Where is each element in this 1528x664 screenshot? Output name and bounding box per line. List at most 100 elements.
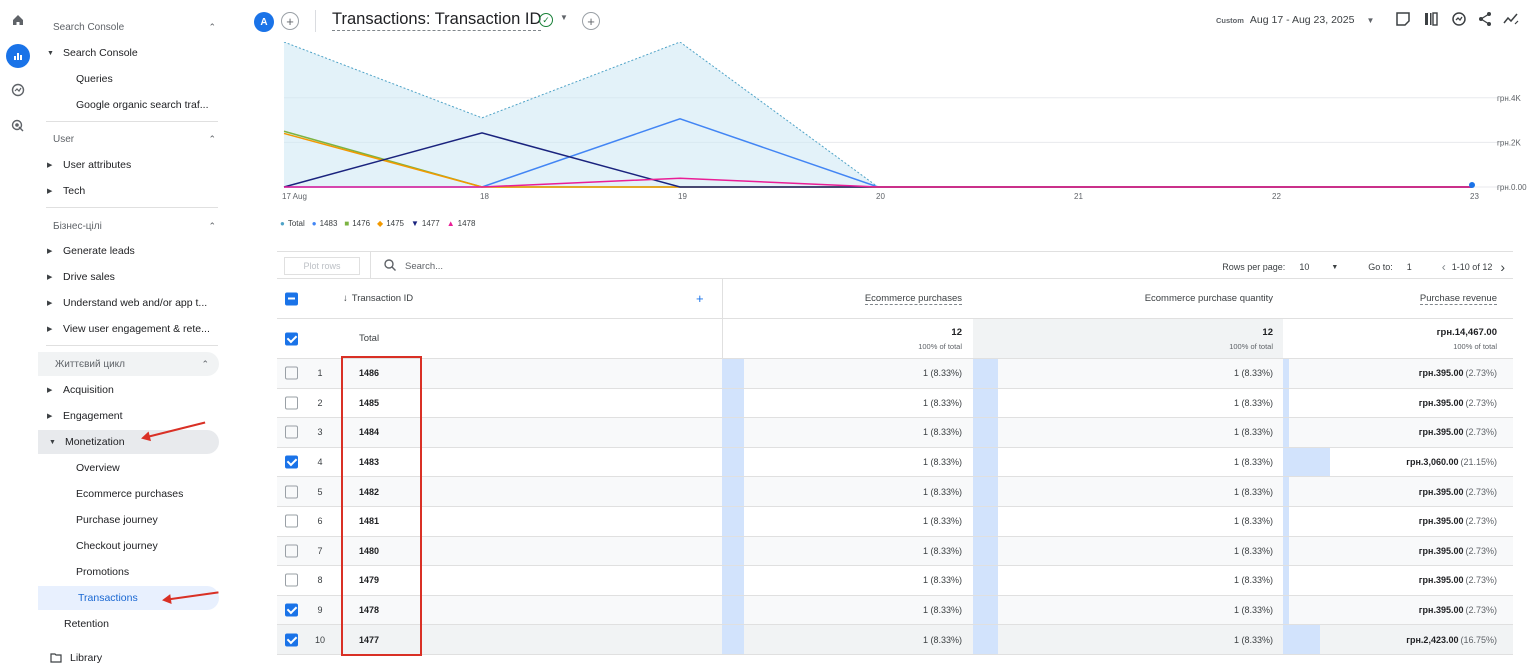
triangle-right-icon: ▶ [47, 326, 53, 333]
add-comparison-button[interactable]: + [281, 12, 299, 30]
sidebar-item-overview[interactable]: Overview [36, 456, 226, 480]
rows-per-page-select[interactable]: 10 [1299, 262, 1310, 272]
triangle-right-icon: ▶ [47, 274, 53, 281]
reports-icon[interactable] [6, 44, 30, 68]
share-icon[interactable] [1476, 10, 1494, 28]
column-header-ecommerce-purchases[interactable]: Ecommerce purchases [722, 279, 962, 318]
sidebar-section-user[interactable]: User ⌃ [36, 127, 226, 151]
table-row[interactable]: 7 1480 1 (8.33%) 1 (8.33%) грн.395.00 (2.73%) [277, 536, 1513, 567]
row-checkbox[interactable] [285, 396, 298, 410]
legend-item[interactable]: ▼ 1477 [411, 219, 440, 228]
totals-label: Total [359, 333, 380, 344]
legend-item[interactable]: ● Total [280, 219, 305, 228]
chevron-right-icon[interactable]: › [1500, 259, 1505, 275]
purchases-value: 1 (8.33%) [922, 397, 962, 408]
row-checkbox[interactable] [285, 573, 298, 587]
sidebar-section-lifecycle[interactable]: Життєвий цикл ⌃ [38, 352, 219, 376]
sidebar-item-checkout-journey[interactable]: Checkout journey [36, 534, 226, 558]
sidebar-item-library[interactable]: Library [50, 652, 102, 664]
sparkline-icon[interactable] [1502, 10, 1520, 28]
plot-rows-button[interactable]: Plot rows [284, 257, 360, 275]
date-range-picker[interactable]: Custom Aug 17 - Aug 23, 2025 ▼ [1216, 14, 1374, 26]
x-tick-label: 19 [678, 192, 687, 201]
table-row[interactable]: 9 1478 1 (8.33%) 1 (8.33%) грн.395.00 (2.73%) [277, 595, 1513, 626]
home-icon[interactable] [6, 8, 30, 32]
sidebar-item-user-attributes[interactable]: ▶ User attributes [36, 153, 226, 177]
row-checkbox[interactable] [285, 425, 298, 439]
chart-legend: ● Total ● 1483 ■ 1476 ◆ 1475 ▼ 1477 ▲ 1478 [280, 219, 475, 228]
chevron-left-icon[interactable]: ‹ [1441, 260, 1446, 274]
totals-checkbox[interactable] [285, 332, 298, 345]
table-toolbar: Plot rows Rows per page: 10 ▼ Go to: 1 ‹… [277, 251, 1513, 279]
sidebar-section-label: User [53, 133, 75, 145]
chevron-down-icon[interactable]: ▼ [560, 13, 568, 22]
row-checkbox[interactable] [285, 603, 298, 617]
table-row[interactable]: 8 1479 1 (8.33%) 1 (8.33%) грн.395.00 (2.73%) [277, 566, 1513, 596]
row-checkbox[interactable] [285, 633, 298, 647]
add-dimension-icon[interactable]: + [696, 291, 704, 306]
sidebar-item-promotions[interactable]: Promotions [36, 560, 226, 584]
advertising-icon[interactable] [6, 114, 30, 138]
table-row[interactable]: 10 1477 1 (8.33%) 1 (8.33%) грн.2,423.00 (16.… [277, 625, 1513, 655]
purchases-value: 1 (8.33%) [922, 575, 962, 586]
row-checkbox[interactable] [285, 544, 298, 558]
sidebar-item-view-engagement[interactable]: ▶ View user engagement & rete... [36, 317, 226, 341]
sidebar-item-understand-web[interactable]: ▶ Understand web and/or app t... [36, 291, 226, 315]
compare-icon[interactable] [1422, 10, 1440, 28]
sidebar-item-retention[interactable]: Retention [36, 612, 226, 636]
search-input[interactable] [405, 258, 605, 274]
column-header-purchase-quantity[interactable]: Ecommerce purchase quantity [973, 279, 1273, 318]
sidebar-item-ecommerce-purchases[interactable]: Ecommerce purchases [36, 482, 226, 506]
column-divider [722, 319, 723, 358]
page-title[interactable]: Transactions: Transaction ID [332, 10, 542, 31]
sidebar-item-engagement[interactable]: ▶ Engagement [36, 404, 226, 428]
purchases-value: 1 (8.33%) [922, 457, 962, 468]
sidebar-item-drive-sales[interactable]: ▶ Drive sales [36, 265, 226, 289]
chevron-down-icon[interactable]: ▼ [1331, 263, 1339, 271]
column-header-transaction-id[interactable]: ↓ Transaction ID [343, 279, 413, 318]
sidebar-section-search-console[interactable]: Search Console ⌃ [36, 15, 226, 39]
row-checkbox[interactable] [285, 455, 298, 469]
edit-report-icon[interactable] [1394, 10, 1412, 28]
report-header: A + Transactions: Transaction ID ✓ ▼ + C… [242, 0, 1528, 42]
select-all-checkbox[interactable] [285, 292, 298, 305]
sidebar-item-queries[interactable]: Queries [36, 67, 226, 91]
table-row[interactable]: 2 1485 1 (8.33%) 1 (8.33%) грн.395.00 (2.73%) [277, 388, 1513, 419]
revenue-cell: грн.395.00 (2.73%) [1283, 359, 1497, 388]
add-filter-button[interactable]: + [582, 12, 600, 30]
column-header-purchase-revenue[interactable]: Purchase revenue [1283, 279, 1497, 318]
sidebar-item-monetization[interactable]: ▼ Monetization [38, 430, 219, 454]
table-row[interactable]: 4 1483 1 (8.33%) 1 (8.33%) грн.3,060.00 (21.1… [277, 447, 1513, 478]
legend-item[interactable]: ◆ 1475 [377, 219, 404, 228]
sidebar-item-generate-leads[interactable]: ▶ Generate leads [36, 239, 226, 263]
sidebar-item-tech[interactable]: ▶ Tech [36, 179, 226, 203]
x-tick-label: 17 Aug [282, 192, 307, 201]
data-table: ↓ Transaction ID + Ecommerce purchases E… [277, 279, 1513, 655]
row-checkbox[interactable] [285, 366, 298, 380]
insights-icon[interactable] [1450, 10, 1468, 28]
comparison-avatar[interactable]: A [254, 12, 274, 32]
table-row[interactable]: 5 1482 1 (8.33%) 1 (8.33%) грн.395.00 (2.73%) [277, 477, 1513, 507]
legend-label: 1483 [319, 219, 338, 228]
legend-item[interactable]: ▲ 1478 [447, 219, 476, 228]
goto-label: Go to: [1368, 262, 1393, 272]
table-row[interactable]: 1 1486 1 (8.33%) 1 (8.33%) грн.395.00 (2.73%) [277, 359, 1513, 389]
sidebar-item-transactions[interactable]: Transactions [38, 586, 219, 610]
row-checkbox[interactable] [285, 514, 298, 528]
sidebar-item-search-console[interactable]: ▼ Search Console [36, 41, 226, 65]
row-checkbox[interactable] [285, 485, 298, 499]
sidebar-item-acquisition[interactable]: ▶ Acquisition [36, 378, 226, 402]
table-header-row: ↓ Transaction ID + Ecommerce purchases E… [277, 279, 1513, 319]
chart-end-marker [1469, 182, 1475, 188]
sidebar-section-business[interactable]: Бізнес-цілі ⌃ [36, 214, 226, 238]
legend-item[interactable]: ● 1483 [312, 219, 338, 228]
goto-input[interactable]: 1 [1406, 262, 1412, 272]
total-revenue: грн.14,467.00 100% of total [1283, 319, 1497, 358]
table-row[interactable]: 6 1481 1 (8.33%) 1 (8.33%) грн.395.00 (2.73%) [277, 506, 1513, 537]
sidebar-item-purchase-journey[interactable]: Purchase journey [36, 508, 226, 532]
legend-item[interactable]: ■ 1476 [344, 219, 370, 228]
table-row[interactable]: 3 1484 1 (8.33%) 1 (8.33%) грн.395.00 (2.73%) [277, 418, 1513, 448]
transaction-id: 1482 [359, 486, 380, 497]
sidebar-item-google-organic[interactable]: Google organic search traf... [36, 93, 226, 117]
explore-icon[interactable] [6, 78, 30, 102]
